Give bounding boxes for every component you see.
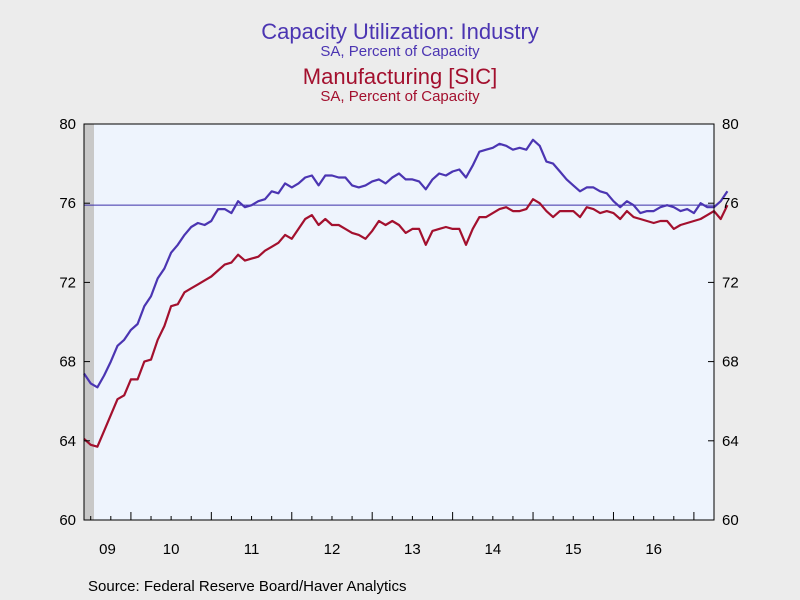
- x-tick-label: 14: [484, 541, 501, 558]
- y-tick-label-right: 76: [722, 195, 739, 212]
- recession-shading: [84, 124, 94, 520]
- x-tick-label: 10: [163, 541, 180, 558]
- y-tick-label-right: 72: [722, 274, 739, 291]
- x-tick-label: 15: [565, 541, 582, 558]
- source-note: Source: Federal Reserve Board/Haver Anal…: [88, 578, 407, 595]
- y-tick-label-right: 60: [722, 512, 739, 529]
- x-tick-label: 11: [244, 541, 260, 558]
- y-tick-label-right: 64: [722, 433, 739, 450]
- series-line-manufacturing: [83, 198, 729, 448]
- y-tick-label-left: 60: [59, 512, 76, 529]
- chart-title-manufacturing: Manufacturing [SIC]: [302, 64, 498, 89]
- x-tick-label: 13: [404, 541, 421, 558]
- x-tick-label: 12: [324, 541, 341, 558]
- chart-subtitle-manufacturing: SA, Percent of Capacity: [320, 88, 480, 105]
- chart-subtitle-industry: SA, Percent of Capacity: [320, 43, 480, 60]
- chart-title-industry: Capacity Utilization: Industry: [261, 19, 539, 44]
- y-tick-label-left: 68: [59, 354, 76, 371]
- y-tick-label-left: 76: [59, 195, 76, 212]
- plot-area: [84, 124, 714, 520]
- y-tick-label-left: 80: [59, 116, 76, 133]
- y-tick-label-right: 68: [722, 354, 739, 371]
- y-tick-label-left: 64: [59, 433, 76, 450]
- series-line-industry: [83, 138, 729, 389]
- x-tick-label: 16: [645, 541, 662, 558]
- y-tick-label-right: 80: [722, 116, 739, 133]
- x-tick-label: 09: [99, 541, 116, 558]
- y-tick-label-left: 72: [59, 274, 76, 291]
- plot-frame: [83, 123, 715, 521]
